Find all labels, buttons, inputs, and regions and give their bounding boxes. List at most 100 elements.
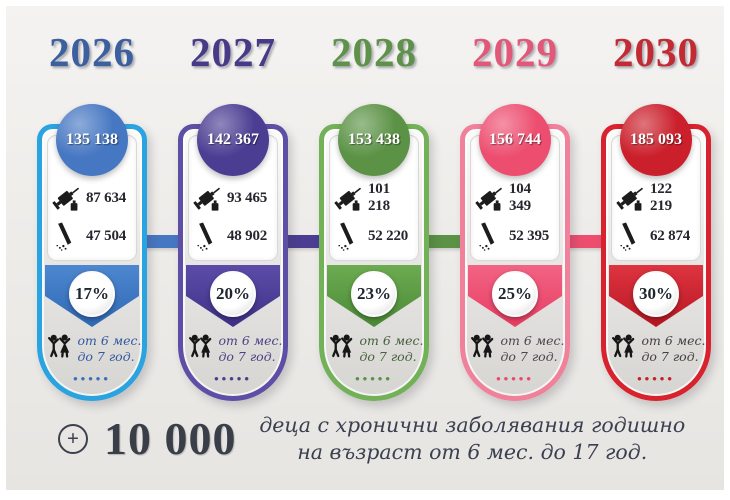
total-value: 142 367 [207, 131, 259, 148]
total-circle: 185 093 [620, 104, 692, 176]
spray-row: 52 220 [330, 218, 418, 254]
year-label: 2030 [613, 29, 699, 75]
percent-value: 25% [498, 284, 532, 303]
spray-drops-icon [474, 220, 504, 252]
spray-count: 48 902 [227, 227, 268, 244]
age-range: от 6 мес. до 7 год. [44, 333, 142, 364]
age-range-text: от 6 мес. до 7 год. [78, 333, 142, 364]
injection-count: 104 349 [509, 181, 531, 214]
age-line1: от 6 мес. [218, 333, 283, 348]
year-label: 2026 [49, 29, 135, 75]
injection-row: 122 219 [612, 180, 700, 216]
injection-row: 87 634 [48, 180, 136, 216]
spray-drops-icon [615, 220, 645, 252]
percent-badge: 30% [633, 271, 679, 317]
syringe-icon [474, 183, 504, 213]
spray-row: 62 874 [612, 218, 700, 254]
percent-badge: 20% [210, 271, 256, 317]
syringe-icon [51, 183, 81, 213]
age-line1: от 6 мес. [77, 333, 142, 348]
spray-row: 52 395 [471, 218, 559, 254]
injection-row: 93 465 [189, 180, 277, 216]
connector-2026-2027 [142, 235, 183, 248]
legend-line1: деца с хронични заболявания годишно [259, 413, 686, 437]
total-value: 135 138 [66, 131, 118, 148]
infographic-canvas: 2026 135 138 [6, 6, 724, 490]
total-circle: 135 138 [56, 104, 128, 176]
year-column-2027: 2027 142 367 [178, 28, 288, 401]
year-column-2029: 2029 156 744 [460, 28, 570, 401]
year-column-2026: 2026 135 138 [37, 28, 147, 401]
age-range-text: от 6 мес. до 7 год. [642, 333, 706, 364]
children-icon [466, 334, 500, 363]
percent-value: 23% [357, 284, 391, 303]
year-label: 2029 [472, 29, 558, 75]
age-line1: от 6 мес. [500, 333, 565, 348]
percent-banner: 20% [186, 265, 280, 327]
spray-count: 62 874 [650, 227, 691, 244]
age-range-text: от 6 мес. до 7 год. [219, 333, 283, 364]
year-label: 2028 [331, 29, 417, 75]
percent-badge: 25% [492, 271, 538, 317]
dots-decoration: ••••• [73, 371, 111, 386]
spray-row: 47 504 [48, 218, 136, 254]
spray-row: 48 902 [189, 218, 277, 254]
spray-count: 47 504 [86, 227, 127, 244]
spray-count: 52 220 [368, 227, 409, 244]
injection-count: 93 465 [227, 189, 268, 206]
footer-legend: + 10 000 деца с хронични заболявания год… [58, 412, 694, 465]
dots-decoration: ••••• [637, 371, 675, 386]
injection-count: 101 218 [368, 181, 390, 214]
spray-drops-icon [192, 220, 222, 252]
children-icon [607, 334, 641, 363]
dots-decoration: ••••• [355, 371, 393, 386]
age-line2: до 7 год. [641, 348, 699, 364]
dots-decoration: ••••• [496, 371, 534, 386]
percent-badge: 17% [69, 271, 115, 317]
year-column-2030: 2030 185 093 [601, 28, 711, 401]
age-line2: до 7 год. [77, 348, 135, 364]
percent-banner: 25% [468, 265, 562, 327]
spray-count: 52 395 [509, 227, 550, 244]
total-value: 153 438 [348, 131, 400, 148]
total-circle: 153 438 [338, 104, 410, 176]
annual-increase-number: 10 000 [104, 413, 237, 465]
children-icon [184, 334, 218, 363]
age-range: от 6 мес. до 7 год. [466, 333, 565, 364]
age-line1: от 6 мес. [359, 333, 424, 348]
age-line2: до 7 год. [359, 348, 417, 364]
age-range-text: от 6 мес. до 7 год. [501, 333, 565, 364]
connector-2029-2030 [565, 235, 606, 248]
children-icon [325, 334, 359, 363]
legend-line2: на възраст от 6 мес. до 17 год. [297, 439, 648, 464]
legend-text: деца с хронични заболявания годишно на в… [251, 412, 695, 465]
total-circle: 142 367 [197, 104, 269, 176]
year-label: 2027 [190, 29, 276, 75]
age-line2: до 7 год. [218, 348, 276, 364]
capsule: 142 367 [178, 104, 288, 401]
capsule: 135 138 [37, 104, 147, 401]
percent-banner: 30% [609, 265, 703, 327]
injection-row: 104 349 [471, 180, 559, 216]
age-range-text: от 6 мес. до 7 год. [360, 333, 424, 364]
percent-value: 30% [639, 284, 673, 303]
percent-banner: 17% [45, 265, 139, 327]
plus-circle-icon: + [58, 423, 88, 454]
injection-count: 87 634 [86, 189, 127, 206]
total-value: 156 744 [489, 131, 541, 148]
age-line1: от 6 мес. [641, 333, 706, 348]
percent-value: 17% [75, 284, 109, 303]
syringe-icon [615, 183, 645, 213]
percent-badge: 23% [351, 271, 397, 317]
syringe-icon [192, 183, 222, 213]
capsule: 156 744 [460, 104, 570, 401]
injection-count: 122 219 [650, 181, 672, 214]
capsule: 185 093 [601, 104, 711, 401]
syringe-icon [333, 183, 363, 213]
age-range: от 6 мес. до 7 год. [184, 333, 283, 364]
age-range: от 6 мес. до 7 год. [607, 333, 706, 364]
percent-banner: 23% [327, 265, 421, 327]
connector-2027-2028 [283, 235, 324, 248]
year-column-2028: 2028 153 438 [319, 28, 429, 401]
